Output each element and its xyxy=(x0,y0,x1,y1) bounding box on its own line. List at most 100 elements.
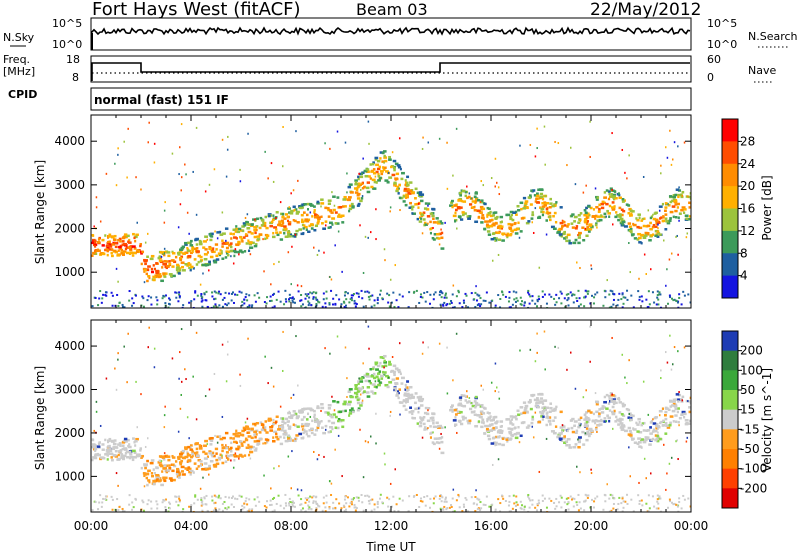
velocity-echo xyxy=(203,457,206,460)
power-echo xyxy=(357,202,361,206)
power-echo xyxy=(494,231,498,234)
velocity-echo xyxy=(588,432,593,435)
power-echo xyxy=(485,225,489,228)
velocity-echo xyxy=(205,494,208,497)
velocity-echo xyxy=(94,447,98,451)
power-echo xyxy=(316,214,320,218)
power-echo xyxy=(367,120,370,123)
power-echo xyxy=(91,233,94,237)
power-echo xyxy=(397,306,400,308)
power-echo xyxy=(642,224,646,228)
power-echo xyxy=(329,275,331,278)
velocity-echo xyxy=(303,407,308,411)
velocity-echo xyxy=(466,419,469,423)
power-echo xyxy=(106,253,109,257)
power-echo xyxy=(481,214,485,217)
velocity-echo xyxy=(517,413,521,417)
velocity-echo xyxy=(373,503,376,506)
velocity-echo xyxy=(147,499,150,502)
power-echo xyxy=(293,209,296,212)
power-echo xyxy=(121,253,125,256)
velocity-echo xyxy=(99,494,102,497)
velocity-echo xyxy=(225,380,228,383)
power-echo xyxy=(196,246,199,250)
velocity-echo xyxy=(244,437,248,441)
power-echo xyxy=(527,220,531,223)
power-echo xyxy=(199,283,202,286)
velocity-echo xyxy=(652,437,655,441)
power-echo xyxy=(617,192,620,195)
power-echo xyxy=(398,293,401,296)
velocity-echo xyxy=(479,405,482,408)
power-echo xyxy=(383,166,387,170)
power-echo xyxy=(177,300,180,303)
velocity-echo xyxy=(648,443,652,446)
velocity-echo xyxy=(395,377,400,380)
velocity-echo xyxy=(650,472,652,475)
velocity-echo xyxy=(296,488,299,491)
velocity-echo xyxy=(406,386,409,389)
velocity-echo xyxy=(171,456,176,459)
velocity-echo xyxy=(113,453,117,457)
velocity-echo xyxy=(226,508,229,511)
power-echo xyxy=(537,216,542,219)
power-echo xyxy=(610,192,613,196)
velocity-echo xyxy=(175,500,178,503)
power-echo xyxy=(198,242,203,246)
velocity-echo xyxy=(218,457,222,461)
power-echo xyxy=(100,301,103,304)
velocity-echo xyxy=(236,435,241,438)
velocity-echo xyxy=(594,419,598,422)
power-echo xyxy=(508,226,512,229)
velocity-echo xyxy=(440,500,443,503)
velocity-echo xyxy=(567,427,570,431)
velocity-echo xyxy=(214,447,219,451)
power-echo xyxy=(164,302,167,305)
power-echo xyxy=(539,192,544,196)
power-echo xyxy=(361,172,364,176)
velocity-echo xyxy=(162,498,165,501)
power-echo xyxy=(342,205,345,208)
power-echo xyxy=(214,297,217,300)
power-echo xyxy=(116,254,121,257)
power-echo xyxy=(619,221,623,225)
velocity-echo xyxy=(558,432,562,435)
velocity-echo xyxy=(676,410,679,414)
power-echo xyxy=(668,195,673,198)
velocity-echo xyxy=(511,423,515,426)
power-echo xyxy=(229,249,234,253)
power-echo xyxy=(226,250,231,254)
power-echo xyxy=(282,125,284,128)
power-echo xyxy=(301,303,304,306)
velocity-echo xyxy=(97,442,101,446)
power-echo xyxy=(328,221,333,225)
power-echo xyxy=(621,200,625,203)
velocity-echo xyxy=(571,430,575,434)
velocity-echo xyxy=(244,500,247,503)
power-echo xyxy=(670,163,673,166)
velocity-echo xyxy=(294,412,298,416)
velocity-echo xyxy=(98,501,101,504)
power-echo xyxy=(377,179,381,182)
power-echo xyxy=(497,225,500,229)
velocity-echo xyxy=(178,500,181,503)
velocity-echo xyxy=(584,493,587,496)
velocity-echo xyxy=(147,346,150,349)
velocity-echo xyxy=(651,495,654,498)
velocity-echo xyxy=(441,496,444,499)
power-echo xyxy=(497,186,500,189)
power-echo xyxy=(246,223,250,226)
velocity-echo xyxy=(217,496,220,499)
power-echo xyxy=(181,245,186,248)
velocity-echo xyxy=(540,415,544,418)
velocity-echo xyxy=(386,496,389,499)
velocity-echo xyxy=(313,409,316,413)
power-echo xyxy=(486,230,491,233)
velocity-echo xyxy=(537,393,541,396)
velocity-echo xyxy=(494,444,496,447)
power-echo xyxy=(248,242,253,246)
velocity-echo xyxy=(370,509,373,512)
power-echo xyxy=(408,206,412,209)
power-echo xyxy=(474,205,476,208)
power-echo xyxy=(587,290,590,293)
